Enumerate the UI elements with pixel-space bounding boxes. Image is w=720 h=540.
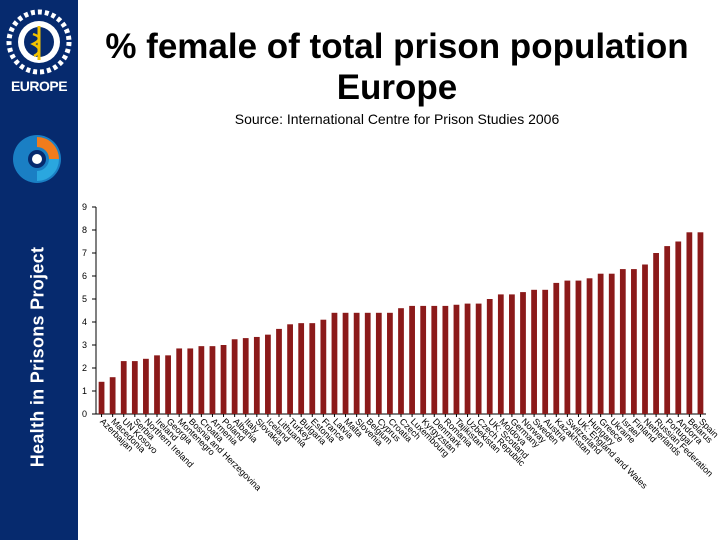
bar — [120, 361, 127, 414]
bar — [442, 305, 449, 414]
y-tick-label: 8 — [82, 225, 87, 235]
bar — [109, 377, 116, 414]
bar — [165, 355, 171, 414]
title-line-2: Europe — [336, 68, 458, 107]
bar — [220, 345, 227, 414]
bar — [664, 246, 671, 414]
y-tick-label: 9 — [82, 202, 87, 212]
bar — [431, 305, 438, 414]
slide-subtitle: Source: International Centre for Prison … — [234, 111, 560, 127]
bar — [497, 294, 504, 414]
bar — [342, 312, 349, 414]
bar — [154, 355, 160, 414]
bar — [298, 323, 305, 414]
bar — [453, 304, 460, 414]
bar — [697, 232, 704, 414]
bar — [353, 312, 360, 414]
y-tick-label: 2 — [82, 363, 87, 373]
bar — [265, 334, 271, 414]
y-tick-label: 0 — [82, 409, 87, 419]
bar — [143, 358, 149, 414]
bar — [276, 328, 282, 414]
bar — [475, 303, 482, 414]
y-tick-label: 5 — [82, 294, 87, 304]
bar — [253, 336, 260, 414]
y-tick-label: 1 — [82, 386, 87, 396]
bar — [287, 324, 293, 414]
bar — [686, 232, 693, 414]
bar — [409, 305, 415, 414]
bar — [486, 299, 493, 414]
bar — [209, 346, 216, 414]
bar — [608, 273, 615, 414]
bar — [176, 348, 183, 414]
bar — [98, 381, 105, 414]
bar — [231, 339, 238, 414]
bar — [564, 280, 571, 414]
bar — [187, 348, 194, 414]
y-tick-label: 6 — [82, 271, 87, 281]
slide-title: % female of total prison population Euro… — [82, 26, 712, 108]
y-tick-label: 7 — [82, 248, 87, 258]
y-tick-label: 4 — [82, 317, 87, 327]
bar — [509, 294, 515, 414]
bar — [531, 289, 537, 414]
y-tick-label: 3 — [82, 340, 87, 350]
bar — [309, 323, 316, 414]
bar — [131, 361, 138, 414]
sidebar: EUROPE Health in Prisons Project — [0, 0, 78, 540]
bar — [631, 269, 637, 414]
bar — [242, 338, 249, 414]
bar — [597, 273, 604, 414]
swirl-icon — [13, 135, 61, 183]
bar — [542, 289, 549, 414]
bar — [464, 303, 471, 414]
bar — [675, 241, 682, 414]
bar — [575, 280, 582, 414]
bar — [331, 312, 338, 414]
bar — [375, 312, 382, 414]
bar — [364, 312, 371, 414]
bar — [198, 346, 205, 414]
bar — [586, 278, 593, 414]
who-europe-logo-icon — [6, 9, 72, 75]
bar — [619, 269, 626, 414]
bar — [320, 319, 327, 414]
title-line-1: % female of total prison population — [105, 27, 689, 66]
bar — [653, 253, 659, 414]
bar — [642, 264, 648, 414]
logo-text: EUROPE — [10, 78, 68, 94]
bar — [520, 292, 526, 414]
bar — [420, 305, 427, 414]
bar — [553, 282, 560, 414]
bar — [398, 308, 404, 414]
bar — [387, 312, 393, 414]
